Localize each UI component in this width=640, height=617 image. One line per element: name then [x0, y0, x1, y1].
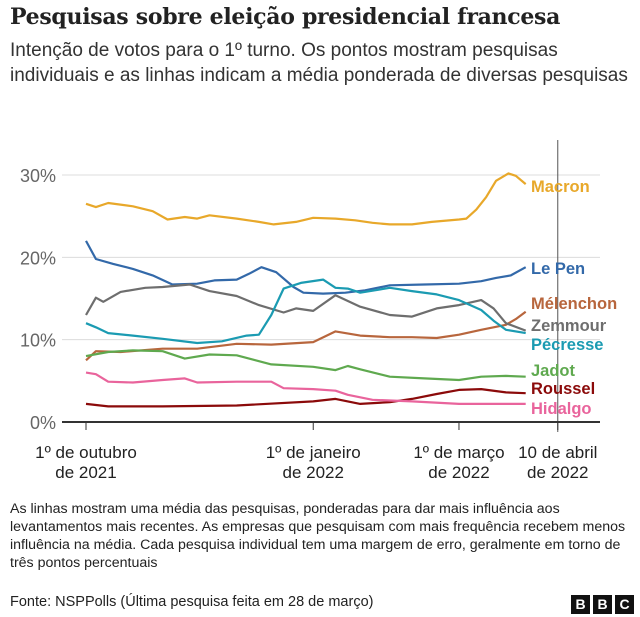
chart-title: Pesquisas sobre eleição presidencial fra…: [10, 4, 561, 30]
series-line-hidalgo: [85, 371, 526, 405]
series-line-mlenchon: [85, 310, 527, 362]
series-label: Le Pen: [531, 260, 585, 278]
x-tick-label: 1º de janeiro: [266, 443, 361, 462]
y-tick-label: 10%: [20, 331, 56, 351]
logo-letter: B: [593, 595, 612, 614]
series-label: Pécresse: [531, 336, 604, 354]
series-line-jadot: [85, 349, 526, 382]
x-tick-label: de 2022: [527, 463, 588, 482]
series-label: Macron: [531, 178, 590, 196]
series-line-roussel: [85, 388, 526, 408]
series-label: Roussel: [531, 380, 595, 398]
x-tick-label: 1º de março: [413, 443, 504, 462]
x-tick-label: 10 de abril: [518, 443, 597, 462]
source-text: Fonte: NSPPolls (Última pesquisa feita e…: [10, 594, 374, 610]
series-line-macron: [85, 172, 527, 226]
y-tick-label: 0%: [30, 413, 56, 433]
bbc-logo: B B C: [571, 595, 634, 614]
methodology-note: As linhas mostram uma média das pesquisa…: [10, 501, 626, 571]
y-tick-label: 20%: [20, 248, 56, 268]
series-line-lepen: [85, 240, 527, 295]
y-tick-label: 30%: [20, 166, 56, 186]
series-label: Jadot: [531, 362, 576, 380]
logo-letter: C: [615, 595, 634, 614]
series-label: Zemmour: [531, 317, 607, 335]
series-label: Hidalgo: [531, 400, 592, 418]
x-tick-label: de 2022: [428, 463, 489, 482]
series-line-pcresse: [85, 278, 526, 345]
series-line-zemmour: [85, 283, 527, 332]
x-tick-label: de 2022: [283, 463, 344, 482]
chart-subtitle: Intenção de votos para o 1º turno. Os po…: [10, 40, 628, 86]
x-tick-label: 1º de outubro: [35, 443, 137, 462]
series-label: Mélenchon: [531, 295, 617, 313]
logo-letter: B: [571, 595, 590, 614]
x-tick-label: de 2021: [55, 463, 116, 482]
